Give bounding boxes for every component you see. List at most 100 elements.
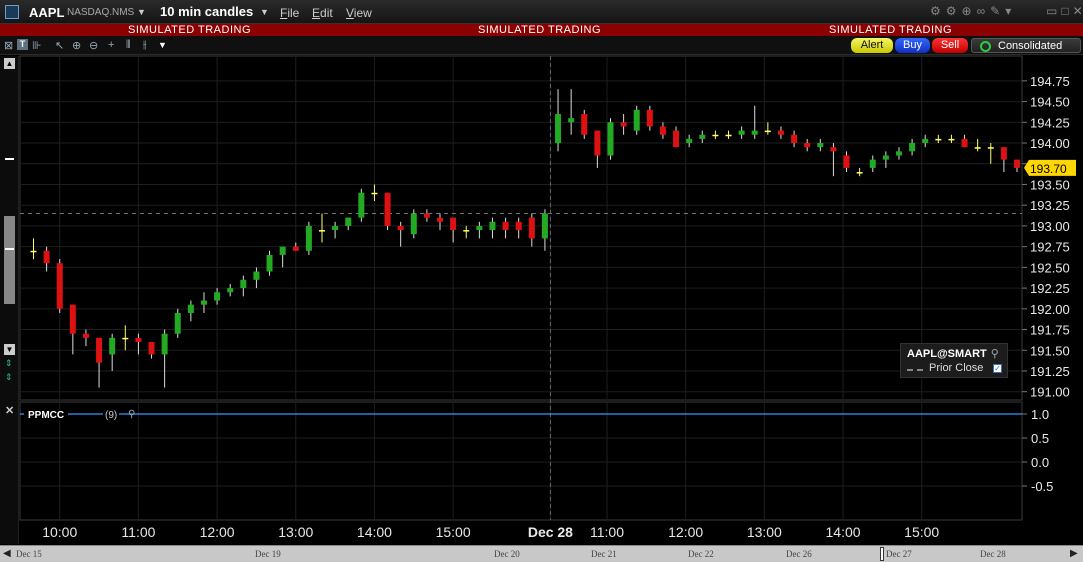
exchange-label[interactable]: NASDAQ.NMS [67, 7, 135, 18]
period-selector[interactable]: 10 min candles [160, 4, 254, 19]
period-dropdown-icon[interactable]: ▼ [260, 7, 269, 17]
candle-body [659, 126, 666, 135]
crosshair-icon[interactable]: + [108, 39, 115, 51]
candle-body [305, 225, 312, 251]
simulated-text-left: SIMULATED TRADING [128, 24, 251, 36]
candle-body [397, 225, 404, 231]
menu-view[interactable]: View [346, 6, 372, 20]
time-label: 14:00 [357, 524, 392, 540]
prior-close-checkbox[interactable]: ✓ [993, 364, 1002, 373]
legend-dash-icon [907, 369, 923, 371]
y-tick-label: 194.25 [1030, 115, 1070, 130]
candle-body [423, 213, 430, 218]
price-pane-frame [19, 55, 1023, 401]
menu-edit[interactable]: Edit [312, 6, 333, 20]
symbol-dropdown-icon[interactable]: ▼ [137, 7, 146, 17]
candle-body [1000, 147, 1007, 160]
indicator-param[interactable]: (9) [103, 410, 120, 421]
price-chart[interactable]: 194.75194.50194.25194.00193.75193.50193.… [0, 0, 1083, 545]
candle-body [791, 134, 798, 144]
y-tick-label: 191.25 [1030, 364, 1070, 379]
y-tick-label: 193.50 [1030, 177, 1070, 192]
scroll-down-arrow[interactable]: ▼ [4, 344, 15, 355]
indicator-pane-frame [19, 401, 1023, 521]
text-tool-icon[interactable]: T [17, 39, 28, 50]
close-indicator-icon[interactable]: ✕ [5, 405, 15, 417]
sell-button[interactable]: Sell [932, 38, 968, 53]
candle-body [935, 138, 942, 141]
navigator-bar[interactable]: ◀ Dec 15 Dec 19 Dec 20 Dec 21 Dec 22 Dec… [0, 545, 1083, 562]
time-label: 11:00 [590, 524, 624, 540]
close-icon[interactable]: ✕ [1072, 4, 1083, 18]
nav-date: Dec 22 [688, 549, 714, 559]
chart-type-icon[interactable]: ⫲ [143, 39, 147, 51]
candle-body [777, 130, 784, 135]
candle-body [161, 333, 168, 355]
pin-icon[interactable]: ✎ [990, 4, 1001, 18]
candle-body [515, 221, 522, 231]
candle-body [371, 192, 378, 195]
toolbar-dropdown-icon[interactable]: ▼ [158, 40, 167, 50]
y-tick-label: 192.50 [1030, 260, 1070, 275]
settings-group-icon[interactable]: ⚙ [930, 4, 941, 18]
legend-prior-close: Prior Close [929, 362, 984, 374]
nav-date: Dec 19 [255, 549, 281, 559]
menu-file[interactable]: File [280, 6, 300, 20]
candle-body [358, 192, 365, 218]
maximize-icon[interactable]: □ [1061, 4, 1069, 18]
candle-body [725, 134, 732, 137]
chart-legend: AAPL@SMART ⚲ Prior Close ✓ [900, 343, 1008, 378]
symbol-label[interactable]: AAPL [29, 5, 65, 20]
consolidated-button[interactable]: Consolidated [971, 38, 1081, 53]
scroll-grip-top[interactable] [5, 158, 14, 160]
candle-body [214, 292, 221, 301]
candle-body [751, 130, 758, 135]
minimize-icon[interactable]: ▭ [1046, 4, 1058, 18]
y-tick-label: 194.75 [1030, 74, 1070, 89]
candle-body [633, 109, 640, 131]
vertical-scroll-thumb[interactable] [4, 216, 15, 304]
candle-body [279, 246, 286, 255]
candle-body [476, 225, 483, 231]
nav-date: Dec 15 [16, 549, 42, 559]
lock-icon[interactable]: ⊕ [961, 4, 972, 18]
nav-right-arrow[interactable]: ▶ [1070, 548, 1078, 559]
candle-body [174, 312, 181, 334]
candle-body [673, 130, 680, 148]
last-price-tag: 193.70 [1024, 159, 1076, 176]
crop-icon[interactable]: ⊠ [4, 40, 14, 52]
gear-icon[interactable]: ⚙ [945, 4, 957, 18]
nav-date: Dec 21 [591, 549, 617, 559]
compress-icon[interactable]: ⇕ [5, 372, 13, 382]
expand-icon[interactable]: ⇕ [5, 358, 13, 368]
candle-body [135, 337, 142, 342]
link-icon[interactable]: ∞ [976, 4, 986, 18]
nav-left-arrow[interactable]: ◀ [3, 548, 11, 559]
app-logo-icon [5, 5, 19, 19]
power-icon [980, 41, 991, 52]
candle-body [987, 147, 994, 149]
candle-body [463, 230, 470, 232]
time-label: 12:00 [200, 524, 235, 540]
zoom-out-icon[interactable]: ⊖ [89, 40, 99, 52]
candle-body [830, 147, 837, 152]
y-tick-label: 192.00 [1030, 302, 1070, 317]
indicator-pin-icon[interactable]: ⚲ [128, 409, 136, 420]
scroll-grip-bottom[interactable] [5, 248, 14, 250]
candle-type-icon[interactable]: ⫴ [126, 39, 131, 51]
chevron-down-icon[interactable]: ▾ [1005, 4, 1012, 18]
bar-tool-icon[interactable]: ⊪ [32, 40, 42, 52]
legend-pin-icon[interactable]: ⚲ [990, 348, 999, 360]
alert-button[interactable]: Alert [851, 38, 893, 53]
buy-button[interactable]: Buy [895, 38, 930, 53]
left-scrollbar: ▲ ▼ ⇕ ⇕ [0, 56, 19, 544]
scroll-up-arrow[interactable]: ▲ [4, 58, 15, 69]
candle-body [410, 213, 417, 235]
cursor-icon[interactable]: ↖ [55, 40, 65, 52]
indicator-name[interactable]: PPMCC [24, 410, 69, 421]
zoom-in-icon[interactable]: ⊕ [72, 40, 82, 52]
nav-thumb[interactable] [880, 547, 884, 561]
candle-body [804, 143, 811, 148]
indicator-axis: 1.0 0.5 0.0 -0.5 [1022, 407, 1053, 494]
candle-body [200, 300, 207, 305]
